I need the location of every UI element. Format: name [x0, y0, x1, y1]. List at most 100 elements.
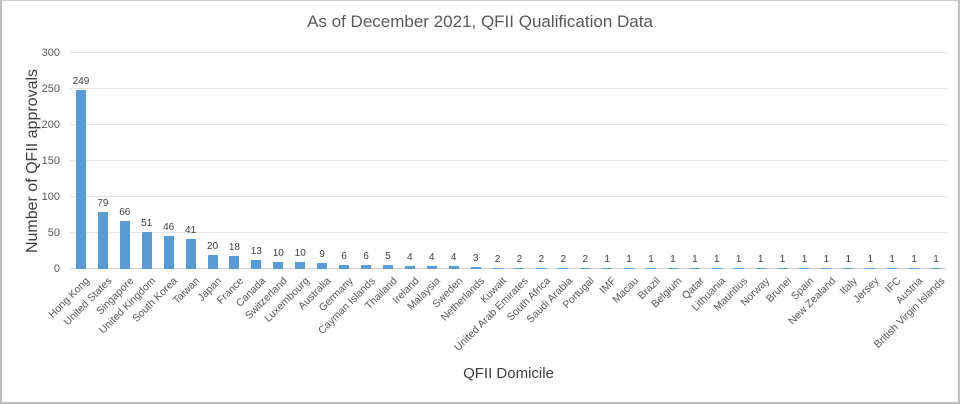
bar: [536, 267, 547, 269]
bar: [382, 265, 393, 269]
bar-value-label: 10: [294, 247, 306, 259]
bar: [602, 268, 613, 269]
bar-value-label: 1: [713, 254, 720, 265]
bar-slot: 10: [267, 53, 289, 269]
bar-slot: 51: [136, 53, 158, 269]
bar-slot: 6: [333, 53, 355, 269]
bar-slot: 1: [728, 53, 750, 269]
bar: [865, 268, 876, 269]
y-axis-ticks: 0 50 100 150 200 250 300: [2, 1, 60, 402]
bar: [207, 254, 218, 269]
gridline: [70, 268, 947, 269]
bar-value-label: 1: [735, 254, 742, 265]
bar: [887, 268, 898, 269]
bar: [799, 268, 810, 269]
bar: [273, 261, 284, 269]
bar-slot: 2: [530, 53, 552, 269]
bar-slot: 1: [903, 53, 925, 269]
bar-slot: 18: [223, 53, 245, 269]
bar: [404, 266, 415, 269]
bar-slot: 4: [399, 53, 421, 269]
gridline: [70, 124, 947, 125]
bar-value-label: 2: [494, 253, 501, 265]
bar: [229, 256, 240, 269]
bar-value-label: 1: [779, 254, 786, 265]
bar-value-label: 1: [604, 254, 610, 265]
bar-value-label: 41: [185, 225, 197, 237]
bar-slot: 1: [618, 53, 640, 269]
bar: [141, 232, 152, 269]
bar: [843, 268, 854, 269]
bar: [339, 264, 350, 269]
bar-value-label: 1: [757, 254, 764, 265]
bar: [558, 267, 569, 269]
bar: [931, 268, 942, 269]
bar-value-label: 1: [867, 254, 874, 265]
gridline: [70, 196, 947, 197]
bar: [317, 262, 328, 269]
bar-value-label: 4: [450, 252, 457, 264]
bar: [624, 268, 635, 269]
bar-slot: 1: [662, 53, 684, 269]
bar-value-label: 2: [516, 253, 523, 265]
bar: [514, 267, 525, 269]
bar-value-label: 5: [385, 251, 391, 263]
bar: [470, 266, 481, 269]
bar-value-label: 4: [407, 252, 413, 264]
gridline: [70, 232, 947, 233]
bar-value-label: 2: [538, 253, 545, 265]
y-tick-label: 200: [41, 119, 60, 131]
bar-value-label: 13: [250, 245, 262, 257]
bar-slot: 1: [794, 53, 816, 269]
bar: [295, 261, 306, 269]
gridline: [70, 52, 947, 53]
bar-slot: 1: [706, 53, 728, 269]
bar: [360, 264, 371, 269]
bar-slot: 6: [355, 53, 377, 269]
bar-value-label: 2: [560, 253, 567, 265]
bar-slot: 4: [421, 53, 443, 269]
bar: [448, 266, 459, 269]
bar: [426, 266, 437, 269]
bar-slot: 2: [574, 53, 596, 269]
bar-slot: 1: [772, 53, 794, 269]
bar-slot: 9: [311, 53, 333, 269]
bar-slot: 2: [509, 53, 531, 269]
bar-slot: 10: [289, 53, 311, 269]
bar-value-label: 249: [72, 75, 90, 87]
bar-value-label: 6: [363, 250, 369, 262]
bar: [492, 267, 503, 269]
bar-slot: 1: [837, 53, 859, 269]
bar-slot: 2: [487, 53, 509, 269]
bar-value-label: 51: [141, 218, 153, 230]
bar-slot: 1: [815, 53, 837, 269]
bar-slot: 1: [881, 53, 903, 269]
bar-slot: 249: [70, 53, 92, 269]
bar: [711, 268, 722, 269]
bar: [733, 268, 744, 269]
bar-value-label: 1: [845, 254, 852, 265]
bar-slot: 46: [158, 53, 180, 269]
bar-slot: 3: [465, 53, 487, 269]
bar: [97, 212, 108, 269]
bar-slot: 41: [180, 53, 202, 269]
gridline: [70, 88, 947, 89]
bar-slot: 1: [925, 53, 947, 269]
bar-value-label: 1: [823, 254, 830, 265]
bar: [119, 221, 130, 269]
bar: [185, 239, 196, 269]
bar-value-label: 1: [692, 254, 698, 265]
bar-value-label: 1: [933, 254, 939, 265]
x-axis-labels: Hong Kong United States Singapore United Ki…: [47, 269, 948, 369]
bar-slot: 4: [443, 53, 465, 269]
bar-slot: 13: [245, 53, 267, 269]
bar-value-label: 1: [648, 254, 654, 265]
bar-value-label: 1: [911, 254, 917, 265]
bar-slot: 79: [92, 53, 114, 269]
bar-value-label: 79: [97, 198, 109, 210]
bar-value-label: 9: [319, 248, 325, 260]
bar-slot: 66: [114, 53, 136, 269]
bar: [667, 268, 678, 269]
bar-slot: 5: [377, 53, 399, 269]
bar-slot: 1: [750, 53, 772, 269]
